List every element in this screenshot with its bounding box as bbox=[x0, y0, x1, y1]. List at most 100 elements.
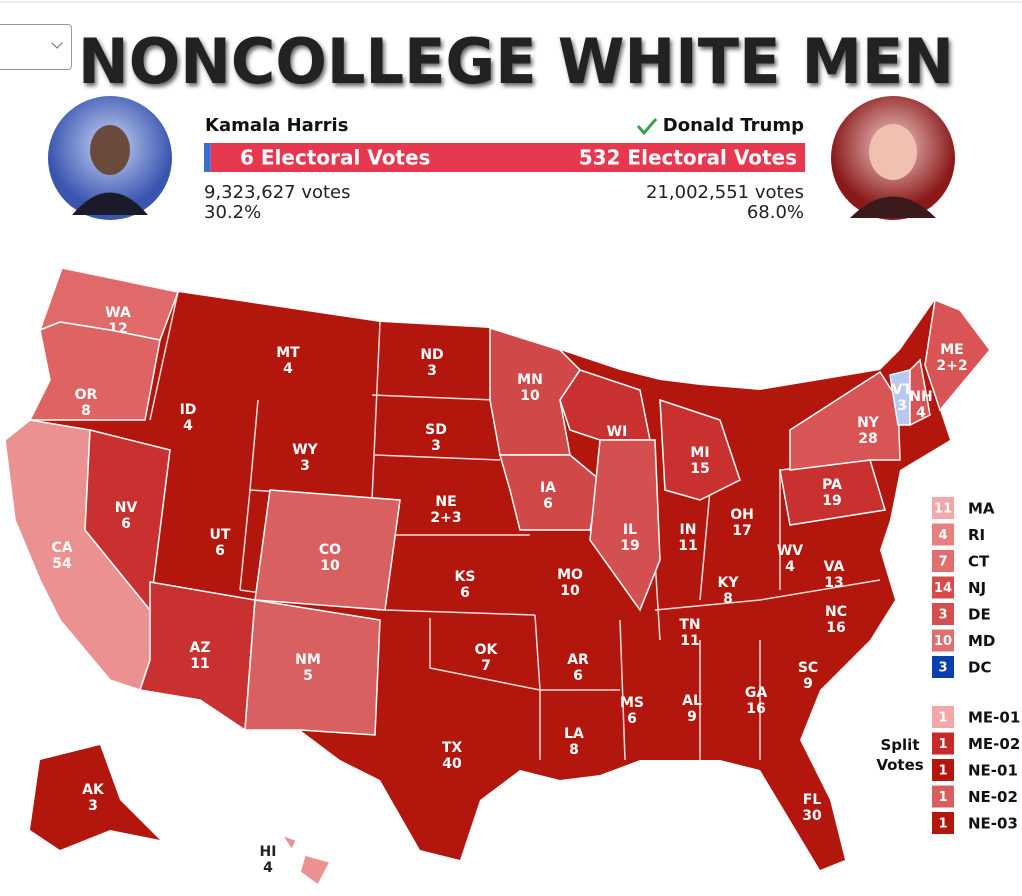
state-abbr: KS bbox=[455, 569, 476, 585]
state-ev: 11 bbox=[190, 656, 209, 672]
split-name: NE-03 bbox=[968, 815, 1018, 833]
split-box bbox=[932, 732, 954, 755]
state-ev: 54 bbox=[52, 556, 72, 572]
harris-votes: 9,323,627 votes bbox=[204, 182, 351, 203]
ev-text: Electoral Votes bbox=[627, 145, 797, 169]
split-box bbox=[932, 812, 954, 834]
trump-name: Donald Trump bbox=[663, 115, 804, 136]
state-ev: 6 bbox=[460, 585, 470, 601]
legend-ev: 10 bbox=[934, 634, 952, 649]
state-abbr: MT bbox=[276, 345, 300, 361]
state-ev: 5 bbox=[303, 668, 313, 684]
state-abbr: ID bbox=[180, 402, 197, 418]
state-abbr: NM bbox=[295, 652, 321, 668]
trump-ev-bar bbox=[210, 143, 805, 172]
state-abbr: SC bbox=[798, 660, 818, 676]
ev-text: Electoral Votes bbox=[261, 145, 431, 169]
legend-ev: 4 bbox=[938, 528, 947, 543]
state-abbr: GA bbox=[745, 685, 767, 701]
state-ev: 16 bbox=[746, 701, 765, 717]
state-shape bbox=[499, 454, 601, 531]
split-ev: 1 bbox=[938, 790, 947, 805]
state-ev: 9 bbox=[803, 676, 813, 692]
state-abbr: IA bbox=[540, 480, 556, 496]
state-abbr: CA bbox=[51, 540, 72, 556]
state-shape bbox=[909, 358, 931, 427]
state-ev: 28 bbox=[858, 431, 877, 447]
state-ev: 4 bbox=[183, 418, 193, 434]
state-abbr: HI bbox=[260, 844, 277, 860]
legend-ev: 14 bbox=[934, 581, 952, 596]
harris-name: Kamala Harris bbox=[205, 115, 348, 136]
legend-box bbox=[932, 497, 954, 519]
state-ev: 4 bbox=[785, 559, 795, 575]
state-abbr: PA bbox=[822, 477, 842, 493]
split-label-line: Votes bbox=[876, 756, 923, 774]
legend-abbr: DC bbox=[968, 659, 991, 677]
legend-ev: 3 bbox=[938, 608, 947, 623]
harris-body bbox=[72, 192, 148, 215]
state-abbr: IN bbox=[680, 522, 697, 538]
state-ev: 8 bbox=[81, 403, 91, 419]
harris-ev-bar bbox=[204, 143, 211, 172]
state-shape bbox=[489, 326, 581, 456]
legend-box bbox=[932, 629, 954, 652]
state-ev: 3 bbox=[300, 458, 310, 474]
state-ev: 40 bbox=[442, 756, 462, 772]
legend-abbr: MA bbox=[968, 500, 995, 518]
split-name: NE-01 bbox=[968, 762, 1018, 780]
state-ev: 10 bbox=[320, 558, 340, 574]
state-ev: 4 bbox=[283, 361, 293, 377]
state-abbr: AL bbox=[682, 693, 702, 709]
state-abbr: AK bbox=[82, 782, 105, 798]
state-abbr: OR bbox=[75, 387, 98, 403]
state-abbr: VT bbox=[892, 382, 913, 398]
state-abbr: ME bbox=[940, 342, 964, 358]
state-shape bbox=[924, 298, 991, 412]
state-ev: 2+3 bbox=[430, 510, 461, 526]
state-ev: 16 bbox=[826, 620, 845, 636]
state-ev: 15 bbox=[690, 461, 709, 477]
state-ev: 4 bbox=[916, 405, 926, 421]
state-shape bbox=[280, 833, 297, 852]
state-abbr: AR bbox=[567, 652, 589, 668]
state-abbr: MN bbox=[517, 372, 543, 388]
legend-abbr: MD bbox=[968, 632, 995, 650]
split-ev: 1 bbox=[938, 817, 947, 832]
split-box bbox=[932, 759, 954, 781]
state-abbr: WY bbox=[292, 442, 318, 458]
state-ev: 7 bbox=[481, 658, 491, 674]
state-abbr: WA bbox=[105, 305, 131, 321]
dropdown[interactable] bbox=[0, 24, 72, 70]
legend-ev: 3 bbox=[938, 661, 947, 676]
ev-label: 532 Electoral Votes bbox=[579, 145, 797, 169]
legend-box bbox=[932, 523, 954, 546]
state-abbr: WI bbox=[607, 424, 628, 440]
state-shape bbox=[244, 599, 381, 736]
split-label-line: Split bbox=[881, 736, 920, 754]
state-shape bbox=[299, 854, 332, 887]
state-ev: 10 bbox=[560, 583, 580, 599]
state-ev: 6 bbox=[573, 668, 583, 684]
ev-number: 532 bbox=[579, 145, 621, 169]
state-ev: 30 bbox=[802, 808, 822, 824]
legend-abbr: NJ bbox=[968, 579, 986, 597]
state-ev: 8 bbox=[723, 591, 733, 607]
state-abbr: MO bbox=[557, 567, 583, 583]
ev-number: 6 bbox=[240, 145, 254, 169]
state-ev: 8 bbox=[569, 742, 579, 758]
split-box bbox=[932, 785, 954, 808]
state-borders bbox=[149, 291, 881, 761]
state-abbr: LA bbox=[564, 726, 584, 742]
state-abbr: NY bbox=[857, 415, 880, 431]
split-ev: 1 bbox=[938, 764, 947, 779]
legend-box bbox=[932, 656, 954, 678]
state-ev: 11 bbox=[678, 538, 697, 554]
state-shape bbox=[254, 489, 401, 611]
state-abbr: AZ bbox=[190, 640, 211, 656]
alaska bbox=[30, 745, 160, 850]
state-ev: 6 bbox=[627, 711, 637, 727]
state-abbr: TN bbox=[679, 617, 700, 633]
state-ev: 6 bbox=[121, 516, 131, 532]
